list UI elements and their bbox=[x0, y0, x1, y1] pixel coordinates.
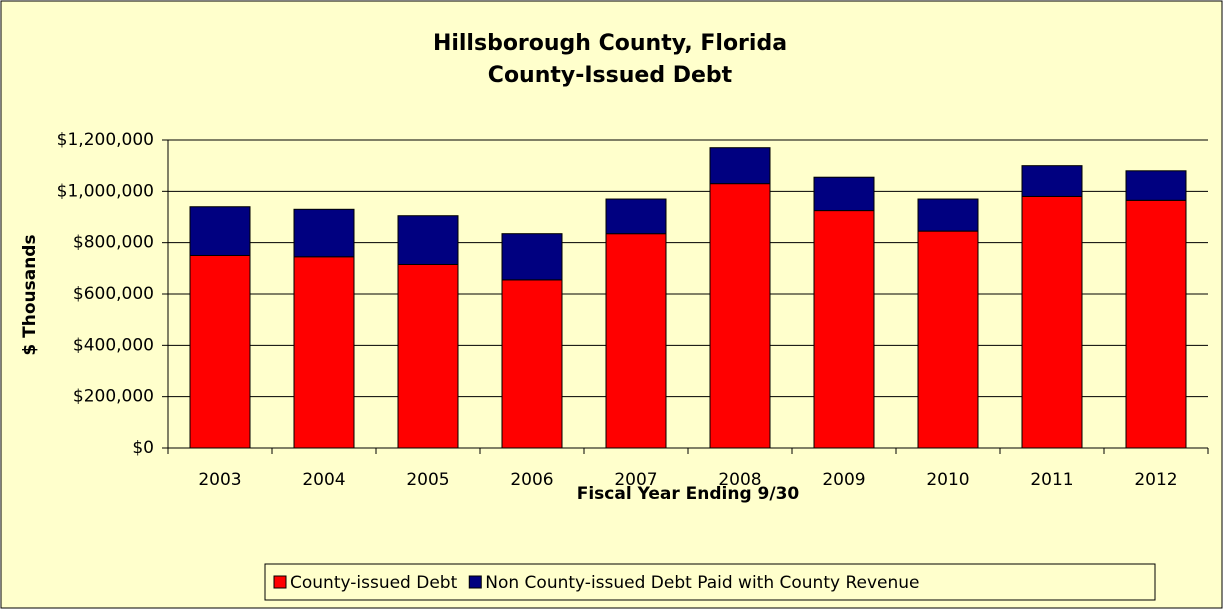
x-tick-label: 2008 bbox=[718, 470, 761, 490]
x-tick-label: 2012 bbox=[1134, 470, 1177, 490]
legend-swatch bbox=[468, 575, 482, 589]
chart-title: Hillsborough County, Florida bbox=[433, 31, 787, 56]
chart-subtitle: County-Issued Debt bbox=[488, 63, 733, 88]
y-axis-label: $ Thousands bbox=[20, 234, 40, 355]
x-tick-label: 2003 bbox=[198, 470, 241, 490]
bar-segment bbox=[1125, 199, 1187, 449]
y-tick-label: $800,000 bbox=[73, 233, 154, 253]
bar-segment bbox=[189, 206, 251, 257]
bar-segment bbox=[605, 233, 667, 449]
bar-segment bbox=[293, 208, 355, 258]
legend-label: Non County-issued Debt Paid with County … bbox=[485, 573, 919, 593]
bar-segment bbox=[397, 215, 459, 265]
y-tick-label: $1,000,000 bbox=[57, 181, 154, 201]
bar-segment bbox=[1021, 195, 1083, 449]
bar-segment bbox=[917, 230, 979, 449]
bar-segment bbox=[709, 147, 771, 185]
bar-segment bbox=[1021, 165, 1083, 197]
y-tick-label: $400,000 bbox=[73, 335, 154, 355]
bar-segment bbox=[709, 183, 771, 449]
bar-segment bbox=[189, 255, 251, 449]
y-tick-label: $1,200,000 bbox=[57, 130, 154, 150]
y-tick-label: $600,000 bbox=[73, 284, 154, 304]
bar-segment bbox=[813, 176, 875, 212]
x-tick-label: 2006 bbox=[510, 470, 553, 490]
bar-segment bbox=[917, 198, 979, 232]
bar-segment bbox=[501, 233, 563, 281]
x-tick-label: 2005 bbox=[406, 470, 449, 490]
x-tick-label: 2007 bbox=[614, 470, 657, 490]
x-axis-label: Fiscal Year Ending 9/30 bbox=[577, 484, 800, 504]
x-tick-label: 2009 bbox=[822, 470, 865, 490]
bar-segment bbox=[813, 210, 875, 449]
bar-segment bbox=[293, 256, 355, 449]
legend-box bbox=[264, 563, 1156, 601]
legend-label: County-issued Debt bbox=[290, 573, 458, 593]
bar-segment bbox=[397, 263, 459, 449]
legend-swatch bbox=[273, 575, 287, 589]
bar-segment bbox=[1125, 170, 1187, 201]
x-tick-label: 2011 bbox=[1030, 470, 1073, 490]
y-tick-label: $0 bbox=[132, 438, 154, 458]
x-tick-label: 2004 bbox=[302, 470, 345, 490]
x-tick-label: 2010 bbox=[926, 470, 969, 490]
y-tick-label: $200,000 bbox=[73, 387, 154, 407]
bar-segment bbox=[501, 279, 563, 449]
bar-segment bbox=[605, 198, 667, 235]
